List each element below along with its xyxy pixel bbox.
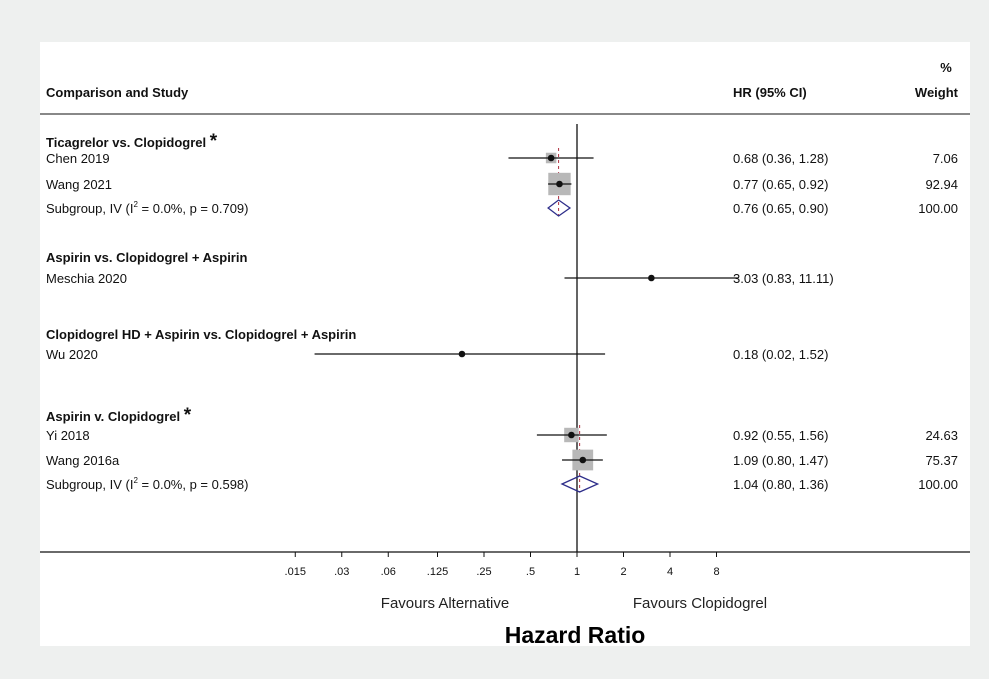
hr-ci-value: 0.68 (0.36, 1.28) bbox=[733, 151, 828, 166]
study-label: Chen 2019 bbox=[46, 151, 110, 166]
subgroup-diamond bbox=[547, 199, 572, 217]
study-label: Wang 2016a bbox=[46, 453, 120, 468]
subgroup-label-part: = 0.0%, p = 0.709) bbox=[138, 201, 249, 216]
point-estimate bbox=[648, 274, 655, 282]
x-axis-tick-label: 1 bbox=[574, 566, 580, 578]
study-label: Wu 2020 bbox=[46, 347, 98, 362]
hr-ci-value: 0.92 (0.55, 1.56) bbox=[733, 428, 828, 443]
study-label: Yi 2018 bbox=[46, 428, 90, 443]
i-squared-superscript: 2 bbox=[133, 200, 138, 209]
x-axis-title: Hazard Ratio bbox=[505, 622, 646, 646]
weight-value: 75.37 bbox=[925, 453, 958, 468]
x-axis-tick-label: .125 bbox=[427, 566, 448, 578]
subgroup-label-part: Subgroup, IV (I bbox=[46, 201, 133, 216]
hr-ci-value: 3.03 (0.83, 11.11) bbox=[733, 271, 834, 286]
point-estimate bbox=[458, 350, 466, 358]
hr-ci-value: 0.18 (0.02, 1.52) bbox=[733, 347, 828, 362]
subgroup-diamond bbox=[560, 475, 600, 493]
group-title: Aspirin v. Clopidogrel * bbox=[46, 405, 192, 426]
x-axis-tick-label: .5 bbox=[526, 566, 535, 578]
subgroup-label: Subgroup, IV (I2 = 0.0%, p = 0.709) bbox=[46, 200, 248, 216]
weight-value: 100.00 bbox=[918, 201, 958, 216]
header-hr-label: HR (95% CI) bbox=[733, 85, 807, 100]
point-estimate bbox=[568, 431, 575, 439]
hr-ci-value: 1.04 (0.80, 1.36) bbox=[733, 477, 828, 492]
significance-star: * bbox=[210, 131, 218, 152]
x-axis-tick-label: .015 bbox=[285, 566, 306, 578]
point-estimate bbox=[579, 456, 587, 464]
weight-value: 92.94 bbox=[925, 177, 958, 192]
study-label: Wang 2021 bbox=[46, 177, 112, 192]
hr-ci-value: 0.76 (0.65, 0.90) bbox=[733, 201, 828, 216]
point-estimate bbox=[547, 154, 555, 162]
weight-value: 7.06 bbox=[933, 151, 958, 166]
header-weight-symbol: % bbox=[940, 60, 952, 75]
study-label: Meschia 2020 bbox=[46, 271, 127, 286]
forest-plot-panel: Comparison and Study HR (95% CI)% Weight Ti… bbox=[40, 42, 970, 646]
weight-value: 100.00 bbox=[918, 477, 958, 492]
x-axis-tick-label: .03 bbox=[334, 566, 349, 578]
group-title: Ticagrelor vs. Clopidogrel * bbox=[46, 131, 218, 152]
favours-alternative-label: Favours Alternative bbox=[381, 595, 509, 612]
x-axis-tick-label: .06 bbox=[381, 566, 396, 578]
hr-ci-value: 0.77 (0.65, 0.92) bbox=[733, 177, 828, 192]
x-axis-tick-label: 4 bbox=[667, 566, 673, 578]
favours-clopidogrel-label: Favours Clopidogrel bbox=[633, 595, 767, 612]
hr-ci-value: 1.09 (0.80, 1.47) bbox=[733, 453, 828, 468]
group-title: Aspirin vs. Clopidogrel + Aspirin bbox=[46, 250, 247, 265]
significance-star: * bbox=[184, 405, 192, 426]
header-weight-label: Weight bbox=[915, 85, 959, 100]
subgroup-label-part: = 0.0%, p = 0.598) bbox=[138, 477, 249, 492]
forest-plot: Comparison and Study HR (95% CI)% Weight Ti… bbox=[40, 60, 970, 646]
i-squared-superscript: 2 bbox=[133, 476, 138, 485]
subgroup-label-part: Subgroup, IV (I bbox=[46, 477, 133, 492]
group-title: Clopidogrel HD + Aspirin vs. Clopidogrel… bbox=[46, 327, 356, 342]
header-study-label: Comparison and Study bbox=[46, 85, 189, 100]
x-axis-tick-label: 8 bbox=[713, 566, 719, 578]
subgroup-label: Subgroup, IV (I2 = 0.0%, p = 0.598) bbox=[46, 476, 248, 492]
weight-value: 24.63 bbox=[925, 428, 958, 443]
x-axis-tick-label: 2 bbox=[620, 566, 626, 578]
x-axis-tick-label: .25 bbox=[476, 566, 491, 578]
point-estimate bbox=[556, 180, 563, 188]
